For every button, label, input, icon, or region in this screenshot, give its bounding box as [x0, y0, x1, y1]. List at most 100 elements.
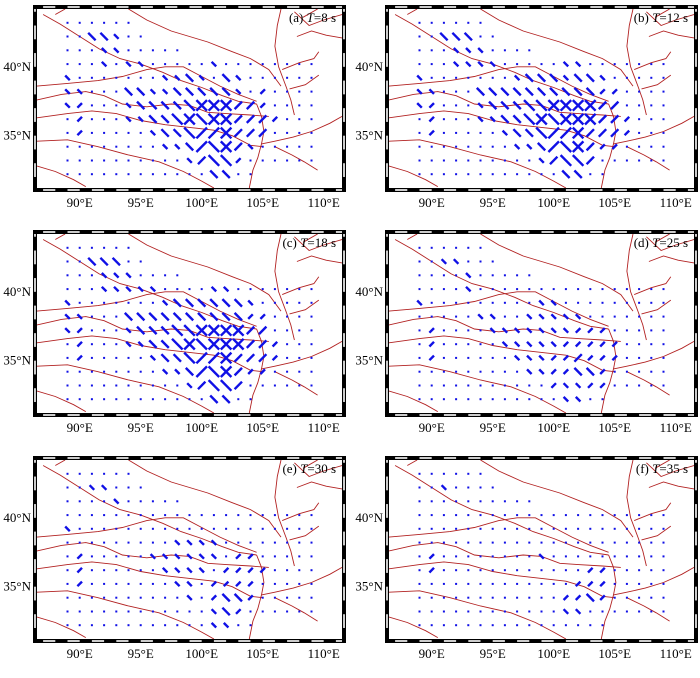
fault-line: [654, 234, 670, 243]
grid-dot: [479, 173, 482, 176]
grid-dot: [103, 104, 106, 107]
grid-dot: [503, 288, 506, 291]
grid-dot: [127, 35, 130, 38]
grid-dot: [418, 35, 421, 38]
grid-dot: [601, 288, 604, 291]
anisotropy-bar: [535, 112, 548, 126]
fault-line: [389, 316, 621, 342]
map-area: [37, 9, 342, 188]
anisotropy-bar: [259, 102, 266, 109]
grid-dot: [479, 76, 482, 79]
grid-dot: [90, 569, 93, 572]
anisotropy-bar: [64, 327, 71, 334]
grid-dot: [564, 527, 567, 530]
anisotropy-bar: [161, 368, 169, 375]
grid-dot: [625, 596, 628, 599]
anisotropy-bar: [571, 140, 585, 153]
anisotropy-bar: [536, 87, 547, 97]
grid-dot: [200, 527, 203, 530]
anisotropy-bar: [221, 312, 231, 322]
anisotropy-bar: [195, 140, 208, 153]
anisotropy-bar: [574, 594, 582, 601]
anisotropy-bar: [585, 87, 595, 97]
anisotropy-bar: [538, 327, 545, 334]
anisotropy-bar: [562, 608, 570, 615]
grid-dot: [638, 118, 641, 121]
grid-dot: [115, 173, 118, 176]
anisotropy-bar: [207, 379, 221, 392]
grid-dot: [430, 173, 433, 176]
grid-dot: [467, 624, 470, 627]
grid-dot: [90, 49, 93, 52]
grid-dot: [455, 582, 458, 585]
anisotropy-bar: [584, 112, 597, 126]
grid-dot: [225, 527, 228, 530]
grid-dot: [237, 624, 240, 627]
grid-dot: [650, 582, 653, 585]
grid-dot: [115, 343, 118, 346]
y-tick-label: 35°N: [355, 579, 383, 594]
anisotropy-bar: [585, 155, 595, 166]
grid-dot: [589, 63, 592, 66]
grid-dot: [491, 356, 494, 359]
map-frame: [33, 456, 346, 643]
grid-dot: [115, 384, 118, 387]
anisotropy-bar: [174, 74, 181, 82]
anisotropy-bar: [235, 608, 242, 615]
grid-dot: [90, 370, 93, 373]
anisotropy-bar: [501, 129, 509, 137]
grid-dot: [90, 624, 93, 627]
grid-dot: [273, 582, 276, 585]
grid-dot: [662, 90, 665, 93]
grid-dot: [479, 131, 482, 134]
grid-dot: [467, 370, 470, 373]
grid-dot: [479, 21, 482, 24]
grid-dot: [310, 288, 313, 291]
grid-dot: [418, 569, 421, 572]
fault-line: [389, 110, 615, 148]
anisotropy-bar: [87, 31, 97, 42]
grid-dot: [225, 514, 228, 517]
grid-dot: [310, 514, 313, 517]
grid-dot: [298, 288, 301, 291]
grid-dot: [237, 398, 240, 401]
grid-dot: [188, 288, 191, 291]
anisotropy-bar: [489, 115, 496, 123]
grid-dot: [662, 527, 665, 530]
grid-dot: [430, 486, 433, 489]
anisotropy-bar: [172, 100, 182, 110]
grid-dot: [491, 131, 494, 134]
grid-dot: [286, 384, 289, 387]
grid-dot: [273, 145, 276, 148]
grid-dot: [200, 624, 203, 627]
y-tick-label: 40°N: [355, 510, 383, 525]
anisotropy-bar: [611, 340, 618, 348]
x-tick-label: 110°E: [308, 646, 340, 661]
anisotropy-bar: [137, 60, 144, 68]
anisotropy-bar: [573, 169, 583, 179]
grid-dot: [151, 514, 154, 517]
anisotropy-bar: [599, 566, 606, 574]
grid-dot: [638, 527, 641, 530]
grid-dot: [503, 356, 506, 359]
anisotropy-bar: [258, 114, 268, 124]
grid-dot: [176, 384, 179, 387]
grid-dot: [564, 541, 567, 544]
fault-line: [626, 234, 647, 341]
grid-dot: [139, 596, 142, 599]
grid-dot: [139, 486, 142, 489]
anisotropy-bar: [574, 580, 582, 588]
anisotropy-bar: [439, 31, 449, 42]
anisotropy-bar: [64, 88, 71, 95]
anisotropy-bar: [571, 154, 585, 167]
grid-dot: [528, 514, 531, 517]
grid-dot: [516, 384, 519, 387]
grid-dot: [650, 131, 653, 134]
grid-dot: [625, 288, 628, 291]
grid-dot: [455, 500, 458, 503]
grid-dot: [601, 610, 604, 613]
grid-dot: [164, 274, 167, 277]
grid-dot: [503, 301, 506, 304]
grid-dot: [115, 246, 118, 249]
grid-dot: [491, 288, 494, 291]
